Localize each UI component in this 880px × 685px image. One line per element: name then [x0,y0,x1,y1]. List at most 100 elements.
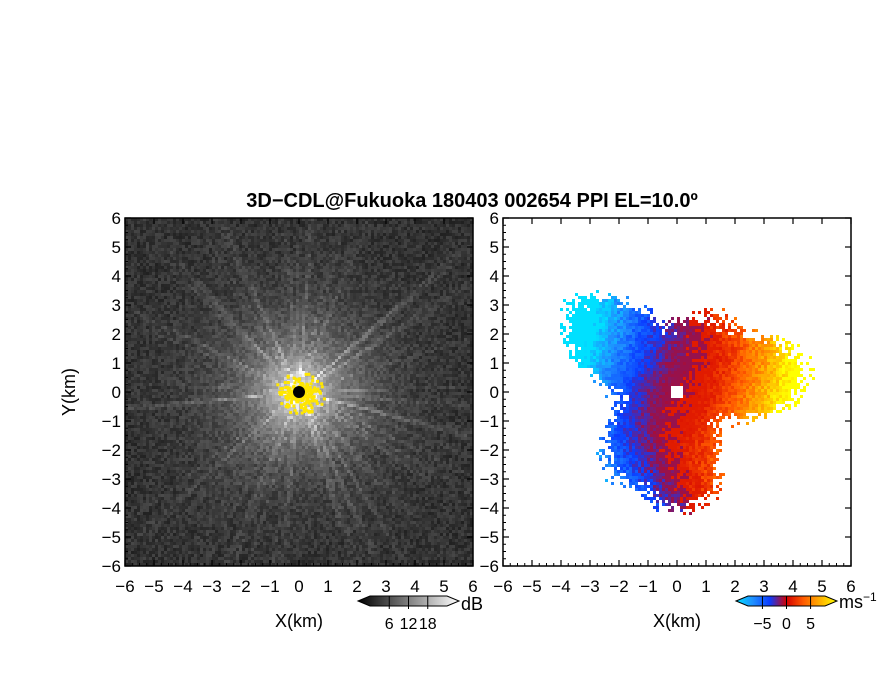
x-tick-label: −3 [202,577,221,596]
clutter-pixel [289,390,293,394]
x-tick-label: 5 [439,577,448,596]
x-tick-label: 5 [817,577,826,596]
velocity-ticks: −6 −5 −4 −3 −2 −1 0 1 2 3 4 5 6 −6 −5 −4 −3 −2 −1 0 1 2 3 4 5 6 [480,209,856,596]
clutter-pixel [285,398,289,402]
clutter-pixel [316,379,319,383]
y-tick-label: −6 [102,557,121,576]
reflectivity-x-axis-label: X(km) [275,611,323,631]
y-tick-label: 5 [490,238,499,257]
clutter-pixel [306,396,310,400]
y-tick-label: 2 [490,325,499,344]
y-tick-label: 1 [112,354,121,373]
y-tick-label: −4 [480,499,499,518]
colorbar-tick-label: −5 [753,616,771,633]
clutter-pixel [300,399,304,402]
clutter-pixel [305,398,309,402]
radar-site-marker [672,387,682,397]
y-tick-label: −1 [480,412,499,431]
clutter-pixel [297,398,301,402]
velocity-field [503,218,851,566]
velocity-x-axis-label: X(km) [653,611,701,631]
clutter-pixel [309,382,313,386]
clutter-pixel [302,395,306,399]
clutter-pixel [305,389,309,393]
clutter-pixel [299,382,303,386]
clutter-pixel [320,382,324,386]
clutter-pixel [295,411,299,415]
clutter-pixel [300,406,303,409]
clutter-pixel [304,392,308,396]
reflectivity-field [125,218,473,566]
clutter-pixel [285,385,289,389]
clutter-pixel [292,376,296,380]
y-tick-label: 0 [490,383,499,402]
x-tick-label: −2 [609,577,628,596]
clutter-pixel [311,379,315,382]
clutter-pixel [289,411,293,414]
clutter-pixel [312,395,316,399]
clutter-pixel [293,381,297,385]
clutter-pixel [304,385,308,389]
clutter-pixel [287,390,291,394]
x-tick-label: 2 [352,577,361,596]
y-tick-label: −1 [102,412,121,431]
reflectivity-colorbar: 6 12 18 dB [356,594,483,633]
y-tick-label: 1 [490,354,499,373]
clutter-pixel [318,390,322,394]
clutter-pixel [315,402,319,406]
clutter-pixel [304,372,308,376]
clutter-pixel [301,382,304,386]
x-tick-label: 6 [846,577,855,596]
clutter-pixel [300,411,304,415]
y-tick-label: −4 [102,499,121,518]
x-tick-label: 1 [323,577,332,596]
clutter-pixel [310,410,314,414]
clutter-pixel [307,388,311,392]
clutter-pixel [320,385,324,389]
clutter-pixel [295,397,299,401]
clutter-pixel [286,381,290,384]
colorbar-tick-label: 0 [782,616,791,633]
clutter-pixel [303,394,307,398]
clutter-pixel [301,384,305,388]
x-tick-label: −2 [231,577,250,596]
clutter-pixel [299,384,303,388]
clutter-pixel [302,403,306,407]
clutter-pixel [285,403,289,406]
clutter-pixel [306,399,310,403]
clutter-pixel [284,405,288,408]
velocity-panel: −6 −5 −4 −3 −2 −1 0 1 2 3 4 5 6 −6 −5 −4 −3 −2 −1 0 1 2 3 4 5 6 X… [480,209,856,631]
clutter-pixel [311,390,315,394]
clutter-pixel [309,399,313,403]
clutter-pixel [287,386,291,390]
velocity-colorbar: −5 0 5 ms−1 [734,590,877,633]
x-tick-label: 3 [759,577,768,596]
clutter-pixel [313,387,316,391]
x-tick-label: −4 [173,577,192,596]
clutter-pixel [307,401,311,405]
x-tick-label: −1 [638,577,657,596]
y-tick-label: 4 [490,267,499,286]
reflectivity-y-axis-label: Y(km) [59,368,79,416]
clutter-pixel [283,381,287,384]
x-tick-label: −3 [580,577,599,596]
x-tick-label: −6 [493,577,512,596]
clutter-pixel [276,383,280,387]
y-tick-label: 4 [112,267,121,286]
clutter-pixel [304,408,308,412]
y-tick-label: −5 [102,528,121,547]
clutter-pixel [298,377,301,381]
clutter-pixel [299,403,303,407]
reflectivity-colorbar-ticks: 6 12 18 [385,596,437,633]
clutter-pixel [286,393,290,397]
x-tick-label: 3 [381,577,390,596]
reflectivity-colorbar-unit: dB [461,594,483,614]
colorbar-tick-label: 6 [385,616,394,633]
clutter-pixel [303,410,306,413]
clutter-pixel [311,375,315,379]
clutter-pixel [320,402,324,406]
y-tick-label: −3 [480,470,499,489]
y-tick-label: 2 [112,325,121,344]
clutter-pixel [311,397,315,401]
